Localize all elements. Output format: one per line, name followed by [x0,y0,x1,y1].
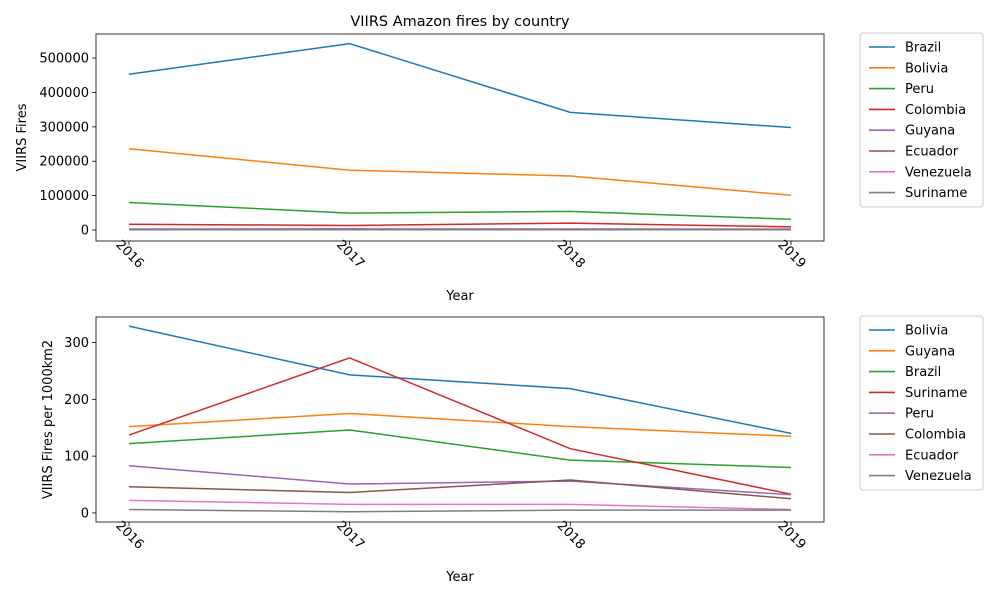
legend-box [859,32,984,208]
series-line-peru [128,201,792,221]
legend-box [859,315,984,491]
legend-label-peru: Peru [905,407,934,422]
y-axis-title: VIIRS Fires per 1000km2 [41,340,56,499]
legend: Brazil Bolivia Peru Colombia Guyana Ecuador Ve… [859,32,984,208]
series-line-bolivia [128,148,792,197]
chart-panel-2: 0 100 200 300 2016 2017 2018 2019 Year VIIRS Fire… [41,315,984,585]
legend-label-suriname: Suriname [905,186,967,201]
y-tick-label: 300 [64,336,89,351]
y-tick-label: 0 [81,506,89,521]
legend-label-bolivia: Bolivia [905,324,948,339]
legend-label-colombia: Colombia [905,103,966,118]
series-line-colombia [128,222,792,228]
series-line-ecuador [128,499,792,511]
y-tick-label: 0 [81,223,89,238]
series-line-brazil [128,42,792,129]
x-axis-title: Year [445,289,474,304]
legend-label-brazil: Brazil [905,365,941,380]
legend-label-suriname: Suriname [905,386,967,401]
x-tick-label: 2016 [112,238,146,272]
legend-label-ecuador: Ecuador [905,145,959,160]
chart-title: VIIRS Amazon fires by country [350,14,570,30]
legend-label-guyana: Guyana [905,344,955,359]
x-tick-label: 2018 [554,238,588,272]
series-line-peru [128,465,792,496]
legend-label-peru: Peru [905,82,934,97]
y-axis-title: VIIRS Fires [15,103,30,171]
series-line-suriname [128,357,792,495]
plot-frame [95,33,825,242]
y-tick-label: 400000 [39,86,89,101]
legend-label-venezuela: Venezuela [905,165,972,180]
x-tick-label: 2017 [333,238,367,272]
series-line-guyana [128,412,792,438]
series-line-bolivia [128,325,792,435]
y-tick-label: 100 [64,450,89,465]
series-line-venezuela [128,508,791,513]
y-tick-label: 300000 [39,120,89,135]
x-tick-label: 2018 [554,519,588,553]
legend-label-brazil: Brazil [905,41,941,56]
series-line-colombia [128,479,792,500]
x-tick-label: 2019 [774,238,808,272]
legend-label-venezuela: Venezuela [905,469,972,484]
x-tick-label: 2016 [112,519,146,553]
series-line-brazil [128,429,792,469]
x-tick-label: 2019 [774,519,808,553]
y-tick-label: 500000 [39,52,89,67]
legend: Bolivia Guyana Brazil Suriname Peru Colombia E… [859,315,984,491]
legend-label-colombia: Colombia [905,428,966,443]
x-tick-label: 2017 [333,519,367,553]
legend-label-guyana: Guyana [905,124,955,139]
y-tick-label: 200 [64,393,89,408]
chart-panel-1: VIIRS Amazon fires by country 0 100000 2000… [15,14,984,304]
plot-frame [95,316,825,523]
x-axis-title: Year [445,570,474,585]
y-tick-label: 200000 [39,155,89,170]
y-tick-label: 100000 [39,189,89,204]
legend-label-bolivia: Bolivia [905,61,948,76]
legend-label-ecuador: Ecuador [905,448,959,463]
